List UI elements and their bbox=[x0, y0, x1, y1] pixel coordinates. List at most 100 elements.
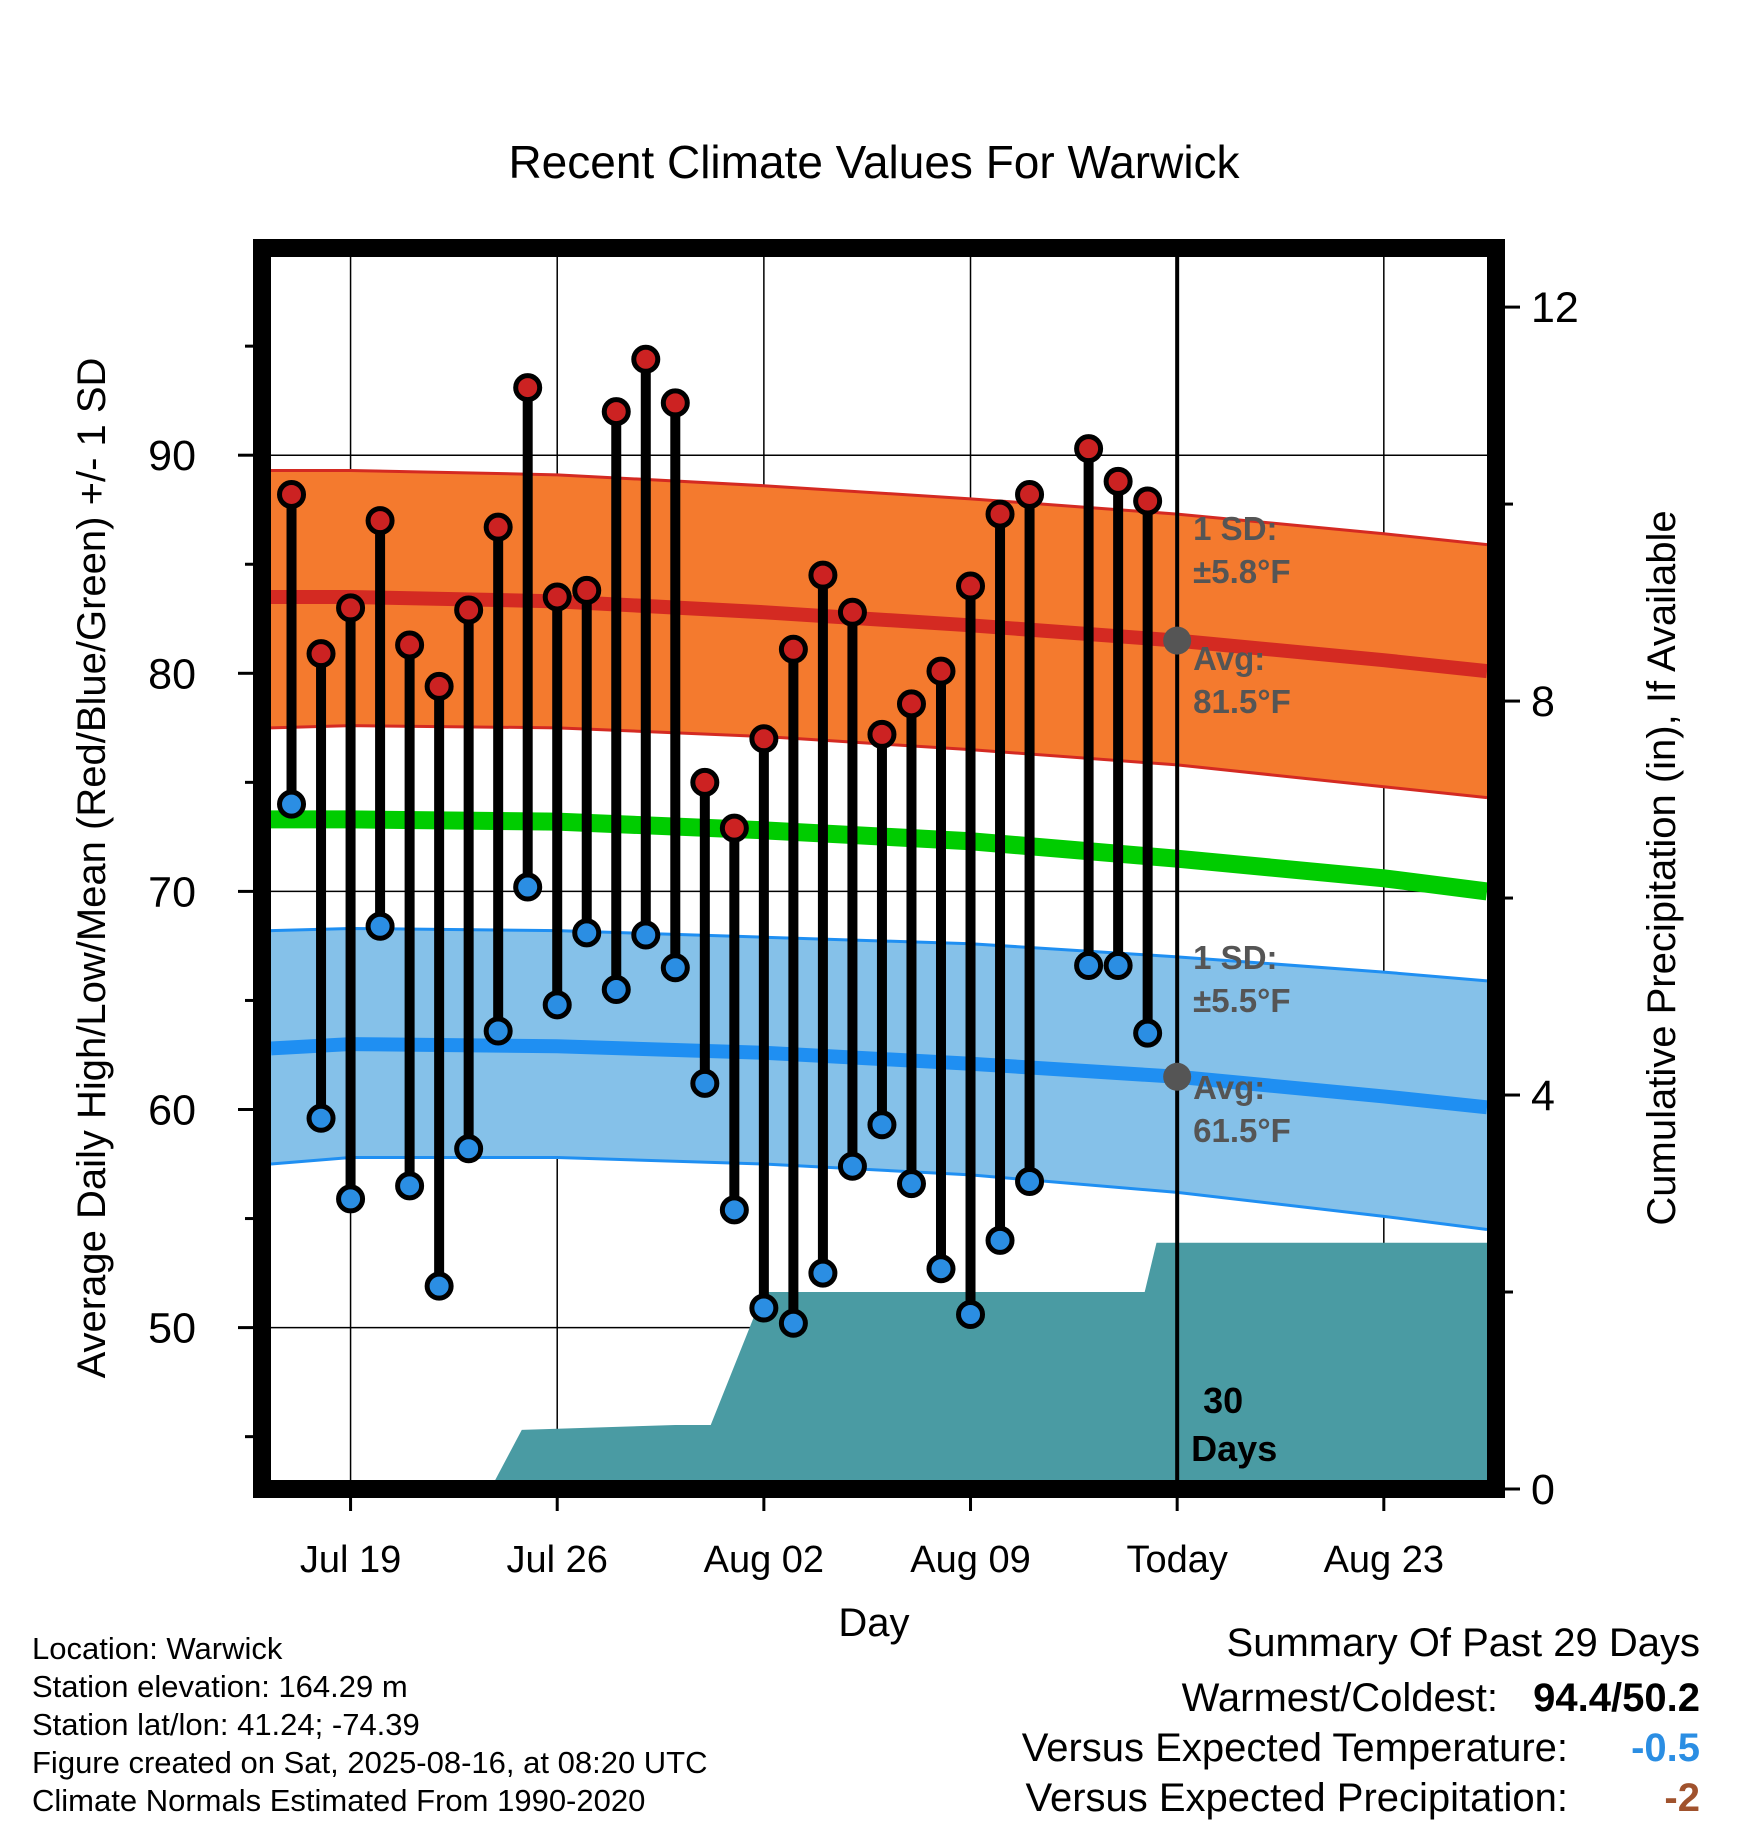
low-avg-label: Avg: bbox=[1193, 1069, 1265, 1106]
low-sd-label: 1 SD: bbox=[1193, 939, 1277, 976]
daily-high-point bbox=[513, 373, 543, 403]
daily-low-point bbox=[1015, 1166, 1045, 1196]
daily-low-point bbox=[277, 789, 307, 819]
daily-high-point bbox=[749, 724, 779, 754]
daily-low-point bbox=[601, 975, 631, 1005]
low-band-lower-edge bbox=[270, 1155, 1488, 1231]
x-tick-label: Aug 02 bbox=[704, 1539, 824, 1581]
daily-high-point bbox=[719, 813, 749, 843]
daily-high-point bbox=[1074, 434, 1104, 464]
footer-elevation: Station elevation: 164.29 m bbox=[32, 1669, 408, 1704]
daily-low-point bbox=[896, 1169, 926, 1199]
x-tick-label: Today bbox=[1126, 1539, 1227, 1581]
daily-high-point bbox=[1133, 486, 1163, 516]
daily-high-point bbox=[837, 597, 867, 627]
low-avg-value: 61.5°F bbox=[1193, 1112, 1291, 1149]
axes: Jul 19 Jul 26 Aug 02 Aug 09 Today Aug 23 50 60 7… bbox=[148, 284, 1579, 1581]
x-tick-label: Jul 26 bbox=[507, 1539, 608, 1581]
daily-high-point bbox=[395, 630, 425, 660]
daily-high-point bbox=[277, 479, 307, 509]
daily-low-point bbox=[808, 1258, 838, 1288]
daily-high-point bbox=[690, 767, 720, 797]
daily-low-point bbox=[956, 1300, 986, 1330]
x-tick-label: Jul 19 bbox=[300, 1539, 401, 1581]
daily-high-point bbox=[778, 634, 808, 664]
daily-high-point bbox=[808, 560, 838, 590]
days-label-number: 30 bbox=[1203, 1380, 1243, 1421]
y-tick-label: 80 bbox=[148, 650, 196, 698]
high-avg-label: Avg: bbox=[1193, 640, 1265, 677]
low-sd-value: ±5.5°F bbox=[1193, 982, 1290, 1019]
daily-low-point bbox=[365, 911, 395, 941]
y2-tick-label: 4 bbox=[1531, 1072, 1555, 1120]
daily-low-point bbox=[306, 1103, 336, 1133]
daily-low-point bbox=[1074, 951, 1104, 981]
daily-low-point bbox=[572, 918, 602, 948]
daily-low-point bbox=[513, 872, 543, 902]
summary-temp-value: -0.5 bbox=[1631, 1726, 1700, 1770]
footer-info: Location: Warwick Station elevation: 164… bbox=[32, 1631, 708, 1818]
daily-low-point bbox=[660, 953, 690, 983]
daily-low-point bbox=[690, 1068, 720, 1098]
daily-low-point bbox=[424, 1271, 454, 1301]
daily-low-point bbox=[483, 1016, 513, 1046]
daily-high-point bbox=[896, 689, 926, 719]
daily-low-point bbox=[336, 1184, 366, 1214]
daily-high-point bbox=[1103, 466, 1133, 496]
summary-warm-cold-label: Warmest/Coldest: bbox=[1182, 1676, 1498, 1720]
daily-high-point bbox=[631, 344, 661, 374]
daily-high-point bbox=[454, 595, 484, 625]
summary-temp-label: Versus Expected Temperature: bbox=[1022, 1726, 1568, 1770]
y2-tick-label: 8 bbox=[1531, 678, 1555, 726]
y-tick-label: 90 bbox=[148, 432, 196, 480]
daily-ranges bbox=[286, 359, 1153, 1324]
daily-low-point bbox=[837, 1151, 867, 1181]
high-sd-value: ±5.8°F bbox=[1193, 553, 1290, 590]
daily-low-point bbox=[1133, 1018, 1163, 1048]
chart-title: Recent Climate Values For Warwick bbox=[508, 136, 1240, 188]
daily-low-point bbox=[926, 1254, 956, 1284]
normal-low-line bbox=[270, 1037, 1488, 1115]
daily-high-point bbox=[660, 388, 690, 418]
summary-precip-value: -2 bbox=[1664, 1776, 1700, 1820]
daily-high-point bbox=[483, 512, 513, 542]
summary-warm-cold-value: 94.4/50.2 bbox=[1533, 1676, 1700, 1720]
y2-axis-label: Cumulative Precipitation (in), If Availa… bbox=[1640, 510, 1684, 1225]
x-axis-label: Day bbox=[838, 1601, 909, 1645]
daily-low-point bbox=[719, 1195, 749, 1225]
daily-high-point bbox=[365, 506, 395, 536]
band-annotations: 1 SD: ±5.8°F Avg: 81.5°F 1 SD: ±5.5°F Avg: 61.5… bbox=[1163, 510, 1291, 1469]
summary-precip-label: Versus Expected Precipitation: bbox=[1025, 1776, 1568, 1820]
high-band-upper-edge bbox=[271, 468, 1488, 547]
daily-markers bbox=[277, 344, 1163, 1338]
days-label-text: Days bbox=[1191, 1428, 1277, 1469]
footer-created: Figure created on Sat, 2025-08-16, at 08… bbox=[32, 1745, 708, 1780]
footer-location: Location: Warwick bbox=[32, 1631, 283, 1666]
x-tick-label: Aug 23 bbox=[1324, 1539, 1444, 1581]
daily-high-point bbox=[985, 499, 1015, 529]
plot-frame bbox=[253, 239, 1505, 1498]
y2-tick-label: 0 bbox=[1531, 1466, 1555, 1514]
high-sd-label: 1 SD: bbox=[1193, 510, 1277, 547]
high-sd-band bbox=[271, 470, 1487, 798]
precip-cumulative-area bbox=[271, 1242, 1487, 1480]
low-avg-dot bbox=[1163, 1062, 1192, 1091]
daily-low-point bbox=[395, 1171, 425, 1201]
daily-high-point bbox=[867, 719, 897, 749]
daily-high-point bbox=[1015, 479, 1045, 509]
x-tick-label: Aug 09 bbox=[910, 1539, 1030, 1581]
daily-high-point bbox=[926, 656, 956, 686]
daily-high-point bbox=[542, 582, 572, 612]
daily-high-point bbox=[424, 671, 454, 701]
daily-low-point bbox=[985, 1225, 1015, 1255]
daily-high-point bbox=[601, 397, 631, 427]
high-avg-value: 81.5°F bbox=[1193, 683, 1291, 720]
daily-high-point bbox=[572, 575, 602, 605]
y-tick-label: 50 bbox=[148, 1305, 196, 1353]
summary-title: Summary Of Past 29 Days bbox=[1227, 1621, 1700, 1665]
daily-low-point bbox=[867, 1110, 897, 1140]
daily-high-point bbox=[306, 639, 336, 669]
y-axis-label: Average Daily High/Low/Mean (Red/Blue/Gr… bbox=[70, 358, 114, 1379]
daily-low-point bbox=[778, 1308, 808, 1338]
